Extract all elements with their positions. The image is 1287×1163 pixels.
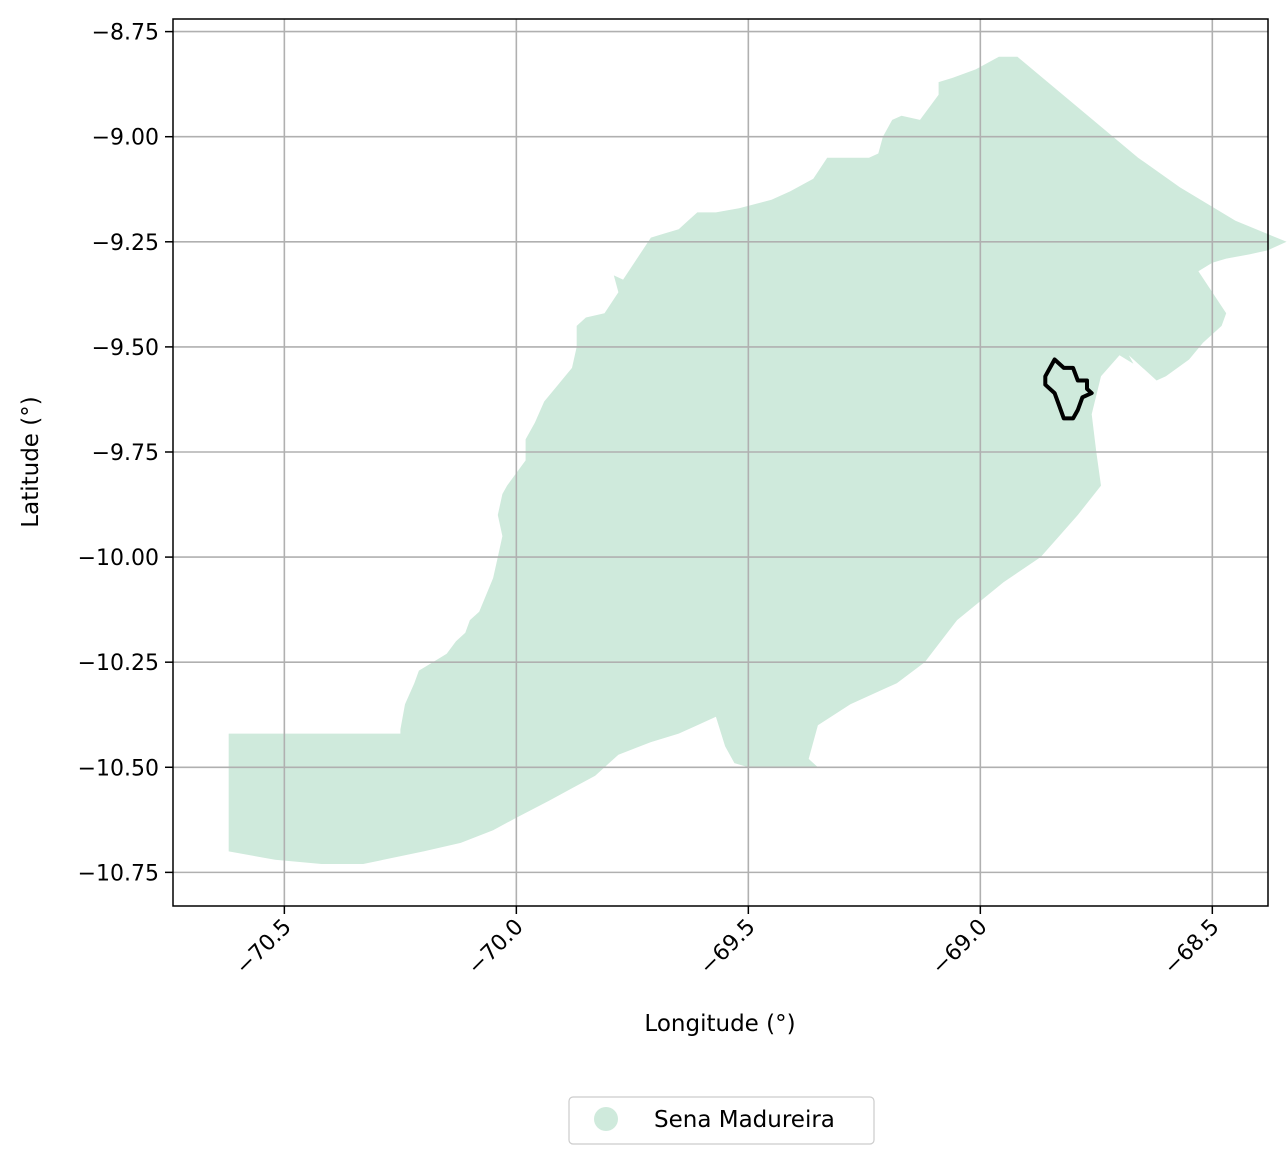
y-tick-label: −9.00 [92, 126, 159, 151]
legend-marker [594, 1107, 618, 1131]
y-tick-label: −10.25 [78, 651, 159, 676]
y-tick-label: −8.75 [92, 21, 159, 46]
y-axis: −8.75 −9.00 −9.25 −9.50 −9.75 −10.00 −10.25 −10… [78, 21, 173, 886]
plot-area [172, 18, 1287, 907]
x-axis-label: Longitude (°) [644, 1011, 795, 1037]
y-tick-label: −10.75 [78, 861, 159, 886]
legend-label: Sena Madureira [654, 1107, 835, 1133]
legend-box [568, 1096, 875, 1145]
y-tick-label: −9.75 [92, 441, 159, 466]
plot-frame [172, 18, 1269, 907]
legend: Sena Madureira [568, 1096, 875, 1145]
y-tick-label: −10.00 [78, 546, 159, 571]
y-tick-label: −9.25 [92, 231, 159, 256]
y-axis-label: Latitude (°) [18, 396, 44, 527]
outline-layer [1043, 357, 1094, 421]
y-tick-label: −10.50 [78, 756, 159, 781]
outline-boundary [1043, 357, 1094, 421]
grid-layer [173, 19, 1268, 906]
y-tick-label: −9.50 [92, 336, 159, 361]
